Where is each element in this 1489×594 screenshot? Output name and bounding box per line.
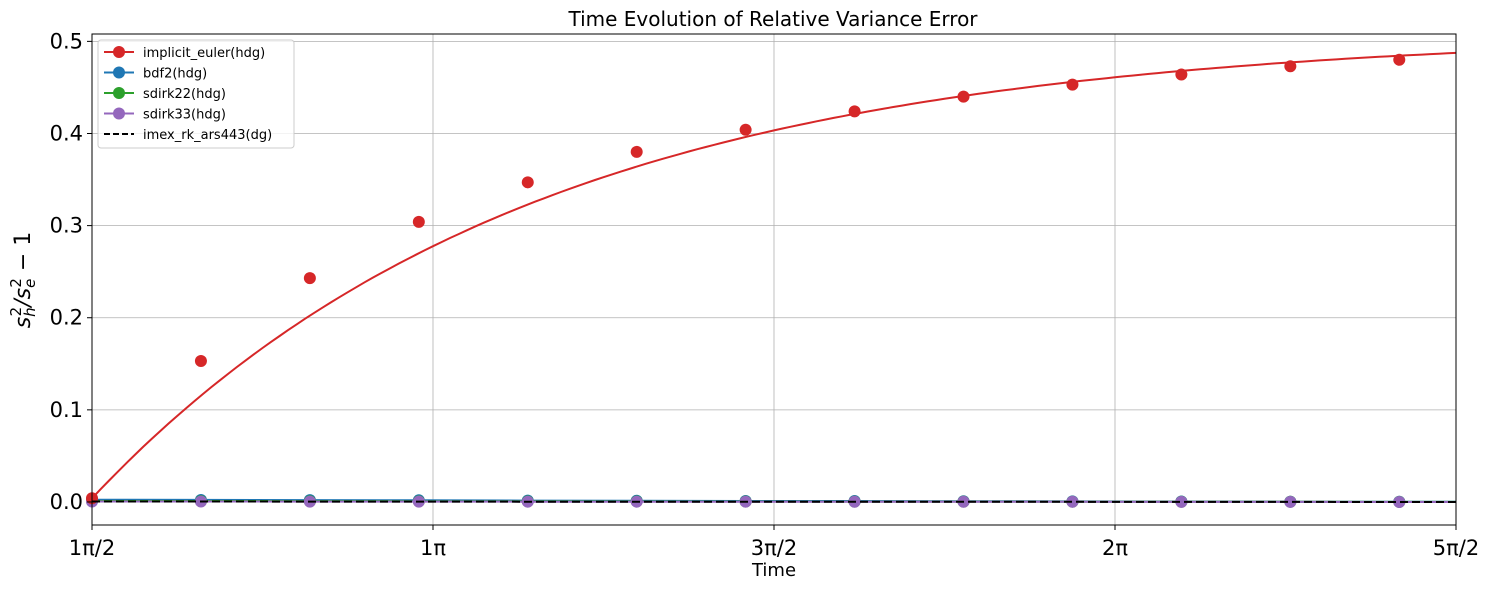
series-layer	[86, 51, 1457, 508]
data-point	[194, 355, 207, 368]
legend-label: sdirk22(hdg)	[143, 87, 226, 102]
data-point	[1284, 495, 1297, 508]
data-point	[630, 145, 643, 158]
y-label-sub-h: h	[21, 307, 39, 317]
data-point	[303, 272, 316, 285]
x-axis: 1π/2 1π 3π/2 2π 5π/2	[69, 525, 1479, 560]
y-tick-label: 0.3	[50, 214, 83, 238]
x-tick-label: 5π/2	[1433, 536, 1479, 560]
data-point	[739, 123, 752, 136]
y-label-sub-e: e	[21, 279, 39, 288]
y-label-minus: − 1	[11, 232, 36, 278]
y-tick-label: 0.0	[50, 490, 83, 514]
y-label-sup-2a: 2	[7, 307, 25, 317]
y-tick-label: 0.4	[50, 121, 83, 145]
data-point	[848, 105, 861, 118]
y-tick-label: 0.5	[50, 29, 83, 53]
chart-title: Time Evolution of Relative Variance Erro…	[567, 7, 978, 31]
legend-marker	[113, 46, 125, 58]
legend-marker	[113, 87, 125, 99]
legend-label: imex_rk_ars443(dg)	[143, 128, 272, 143]
y-axis: 0.0 0.1 0.2 0.3 0.4 0.5	[50, 29, 92, 514]
legend-marker	[113, 107, 125, 120]
series-implicit_euler(hdg)	[86, 51, 1457, 505]
data-point	[1393, 53, 1406, 66]
series-imex_rk_ars443(dg)	[92, 500, 1456, 503]
x-tick-label: 1π	[420, 536, 446, 560]
y-label-slash: /s	[11, 288, 36, 309]
y-label-sup-2b: 2	[7, 278, 25, 288]
y-tick-label: 0.2	[50, 306, 83, 330]
data-point	[1066, 78, 1079, 91]
y-tick-label: 0.1	[50, 398, 83, 422]
data-point	[1393, 495, 1406, 508]
series-line	[91, 51, 1457, 499]
data-point	[1066, 495, 1079, 508]
x-axis-label: Time	[751, 560, 796, 581]
legend: implicit_euler(hdg) bdf2(hdg) sdirk22(hdg)…	[97, 39, 295, 149]
data-point	[1175, 68, 1188, 81]
data-point	[1284, 60, 1297, 73]
legend-label: sdirk33(hdg)	[143, 108, 226, 123]
y-label-s: s	[11, 317, 36, 328]
y-axis-label: sh2/se2 − 1	[7, 232, 39, 329]
data-point	[957, 90, 970, 103]
grid	[91, 34, 1457, 525]
data-point	[1175, 495, 1188, 508]
legend-marker	[113, 66, 125, 79]
x-tick-label: 3π/2	[751, 536, 797, 560]
series-line	[92, 500, 1456, 503]
legend-label: bdf2(hdg)	[143, 67, 207, 82]
legend-box	[97, 39, 295, 149]
data-point	[521, 176, 534, 189]
x-tick-label: 2π	[1102, 536, 1128, 560]
legend-label: implicit_euler(hdg)	[143, 46, 265, 61]
data-point	[412, 215, 425, 228]
x-tick-label: 1π/2	[69, 536, 115, 560]
